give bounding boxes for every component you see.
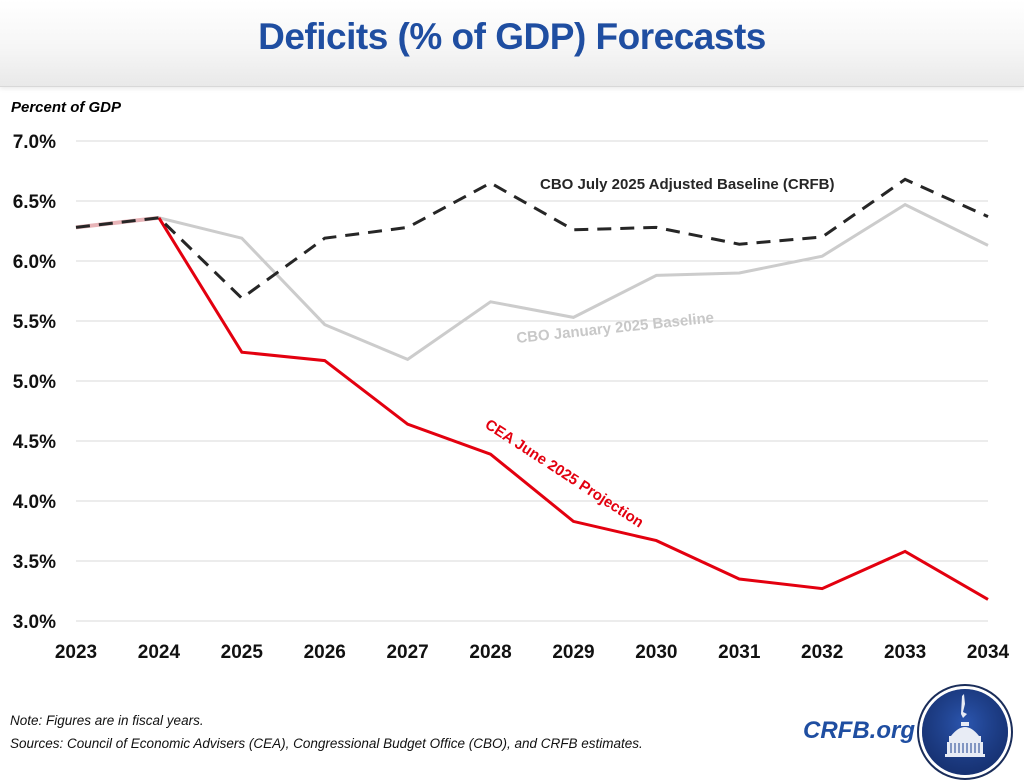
x-tick-label: 2028 xyxy=(469,642,511,663)
x-tick-label: 2032 xyxy=(801,642,843,663)
x-tick-label: 2025 xyxy=(221,642,264,663)
capitol-dome-icon xyxy=(917,684,1013,780)
footnote-note: Note: Figures are in fiscal years. xyxy=(10,713,204,728)
x-tick-label: 2034 xyxy=(967,642,1010,663)
y-tick-label: 6.0% xyxy=(13,252,56,273)
series-line-1 xyxy=(159,218,988,600)
y-tick-label: 5.5% xyxy=(13,312,56,333)
footnote-sources: Sources: Council of Economic Advisers (C… xyxy=(10,736,643,751)
y-tick-label: 5.0% xyxy=(13,372,56,393)
x-tick-label: 2029 xyxy=(552,642,594,663)
x-tick-label: 2026 xyxy=(304,642,346,663)
annotation-cbo-july: CBO July 2025 Adjusted Baseline (CRFB) xyxy=(540,176,835,193)
x-tick-label: 2033 xyxy=(884,642,926,663)
x-tick-label: 2030 xyxy=(635,642,677,663)
y-tick-label: 4.5% xyxy=(13,432,56,453)
x-tick-label: 2031 xyxy=(718,642,761,663)
brand-link[interactable]: CRFB.org xyxy=(803,717,915,745)
y-tick-label: 4.0% xyxy=(13,492,56,513)
y-tick-label: 7.0% xyxy=(13,132,56,153)
y-tick-label: 3.0% xyxy=(13,612,56,633)
annotation-cbo-january: CBO January 2025 Baseline xyxy=(516,309,715,347)
y-tick-label: 6.5% xyxy=(13,192,56,213)
y-tick-label: 3.5% xyxy=(13,552,56,573)
x-tick-label: 2023 xyxy=(55,642,97,663)
x-tick-label: 2024 xyxy=(138,642,181,663)
x-tick-label: 2027 xyxy=(386,642,428,663)
